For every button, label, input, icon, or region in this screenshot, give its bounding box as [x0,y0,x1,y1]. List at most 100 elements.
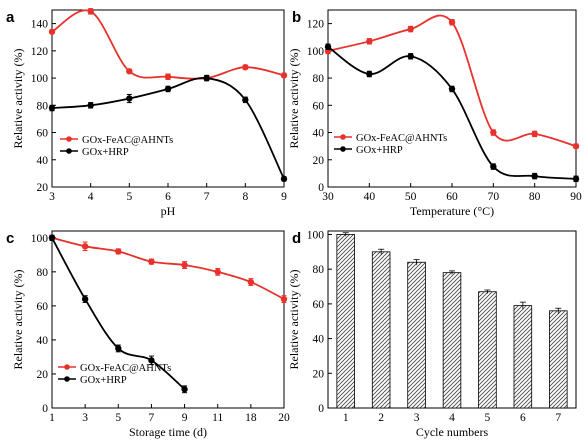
panel-d: d 0 20 40 60 80 100 1 2 3 4 5 6 7 Cycle numbers Relativ… [287,229,577,439]
legend-label: GOx-FeAC@AHNTs [356,133,447,144]
data-point [148,357,155,364]
x-tick-label: 60 [446,191,458,203]
legend-marker [340,134,346,140]
y-tick-label: 0 [318,403,324,415]
bar [407,261,426,409]
series-line-1 [51,76,285,180]
legend-label: GOx+HRP [80,375,127,386]
y-tick-label: 40 [37,155,49,167]
x-tick-label: 80 [529,191,541,203]
panel-letter: c [6,230,14,247]
y-axis-label: Relative activity (%) [287,49,301,149]
legend-label: GOx+HRP [82,147,129,158]
data-point [48,234,56,242]
x-tick-label: 5 [126,191,132,203]
x-tick-label: 9 [182,412,188,424]
legend-marker [66,136,72,142]
y-tick-label: 20 [37,369,49,381]
y-tick-label: 140 [31,19,49,31]
data-point [87,8,94,15]
data-point [324,43,332,50]
panel-letter: b [292,9,301,26]
data-point [181,261,188,269]
y-tick-label: 100 [307,46,325,58]
data-point [490,163,497,170]
y-tick-label: 80 [313,73,325,85]
legend-marker [66,148,72,154]
data-point [81,243,89,250]
legend-marker [64,376,70,382]
data-point [280,295,288,303]
data-point [531,130,538,138]
y-tick-label: 60 [313,299,325,311]
x-tick-label: 18 [245,412,257,424]
x-axis-label: Temperature (°C) [410,204,494,218]
y-tick-label: 120 [31,46,49,58]
panel-a: a 20 40 60 80 100 120 140 3 4 5 6 7 8 9 pH Relative acti… [6,8,288,218]
data-point [164,85,172,93]
x-tick-label: 3 [49,191,55,203]
data-point [280,72,288,79]
x-tick-label: 30 [322,191,334,203]
data-point [148,258,155,265]
data-point [242,63,249,71]
y-tick-label: 40 [37,335,49,347]
data-point [531,172,538,180]
x-tick-label: 40 [364,191,376,203]
y-tick-label: 20 [313,155,325,167]
y-tick-label: 80 [313,264,325,276]
panel-letter: a [6,9,15,26]
data-point [126,95,133,102]
y-axis-label: Relative activity (%) [11,49,25,149]
y-tick-label: 60 [37,128,49,140]
data-point [247,278,255,286]
y-tick-label: 80 [37,267,49,279]
x-tick-label: 7 [555,412,561,424]
bar [513,305,533,409]
x-tick-label: 1 [49,412,55,424]
series-line-0 [51,9,285,80]
y-tick-label: 20 [313,368,325,380]
data-point [407,53,414,60]
legend-marker [340,146,346,152]
x-axis-label: Storage time (d) [129,425,207,439]
bar [336,234,355,409]
bar [549,310,568,409]
y-tick-label: 100 [31,73,49,85]
data-point [448,19,456,26]
data-point [81,295,89,303]
x-axis-label: pH [161,204,176,218]
plot-frame [51,230,285,409]
panel-b: b 0 20 40 60 80 100 120 30 40 50 60 70 80 90 Temperatur… [287,9,582,218]
y-tick-label: 80 [37,100,49,112]
series-line-1 [327,46,577,180]
legend-label: GOx-FeAC@AHNTs [80,363,171,374]
y-tick-label: 60 [313,100,325,112]
data-point [572,175,580,183]
data-point [366,70,373,78]
data-point [48,28,56,35]
panel-c: c 0 20 40 60 80 100 1 3 5 7 9 11 18 20 Storage time (d)… [6,230,290,439]
data-point [164,73,172,80]
legend-label: GOx+HRP [356,145,403,156]
x-tick-label: 6 [165,191,171,203]
x-tick-label: 5 [115,412,121,424]
data-point [407,25,414,33]
data-point [181,386,188,393]
x-tick-label: 5 [485,412,491,424]
y-tick-label: 120 [307,19,325,31]
x-tick-label: 7 [149,412,155,424]
y-tick-label: 40 [313,334,325,346]
data-point [572,142,580,150]
x-tick-label: 4 [449,412,455,424]
bar [478,291,497,409]
y-axis-label: Relative activity (%) [287,270,301,370]
x-tick-label: 20 [278,412,290,424]
data-point [87,102,94,109]
y-tick-label: 0 [42,403,48,415]
data-point [115,248,122,255]
data-point [115,345,122,352]
x-tick-label: 7 [204,191,210,203]
y-tick-label: 20 [37,182,49,194]
data-point [214,268,221,276]
